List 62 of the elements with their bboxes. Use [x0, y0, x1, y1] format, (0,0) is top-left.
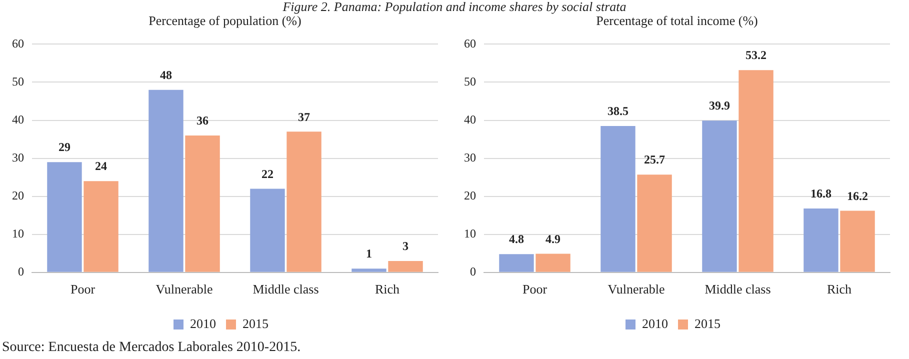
bar: [84, 181, 118, 272]
y-tick-label: 10: [464, 226, 476, 241]
bar: [738, 70, 774, 272]
y-tick-label: 40: [12, 112, 24, 126]
chart-title: Figure 2. Panama: Population and income shares by social strata: [282, 0, 628, 14]
data-label: 1: [366, 246, 372, 261]
data-label: 48: [160, 68, 172, 82]
bar: [352, 268, 386, 272]
x-tick-label: Middle class: [704, 282, 771, 297]
bar: [637, 174, 672, 272]
bar: [804, 208, 838, 272]
y-tick-label: 40: [464, 112, 476, 126]
y-tick-label: 50: [12, 74, 24, 88]
y-tick-label: 0: [18, 264, 24, 279]
bar: [536, 254, 570, 272]
y-tick-label: 60: [464, 36, 476, 50]
data-label: 39.9: [708, 98, 730, 113]
data-label: 38.5: [607, 104, 628, 118]
x-tick-label: Rich: [826, 282, 852, 297]
bar: [47, 162, 82, 272]
y-tick-label: 30: [12, 150, 24, 164]
legend-label: 2015: [242, 316, 268, 331]
bar: [499, 254, 534, 272]
data-label: 36: [196, 114, 209, 128]
y-tick-label: 50: [464, 74, 476, 88]
x-tick-label: Vulnerable: [156, 282, 213, 297]
bar: [702, 120, 737, 272]
bar: [388, 260, 423, 272]
source-note: Source: Encuesta de Mercados Laborales 2010-2015.: [2, 340, 301, 356]
y-tick-label: 30: [464, 150, 476, 164]
data-label: 16.8: [810, 186, 832, 201]
x-tick-label: Poor: [70, 282, 96, 297]
chart-subtitle: Percentage of total income (%): [595, 13, 759, 29]
data-label: 24: [95, 159, 108, 174]
legend-label: 2010: [190, 316, 216, 331]
y-tick-label: 10: [12, 226, 24, 241]
x-tick-label: Poor: [522, 282, 548, 297]
bar: [600, 126, 636, 272]
data-label: 3: [402, 239, 409, 254]
data-label: 4.9: [546, 232, 561, 246]
y-tick-label: 20: [12, 188, 24, 202]
x-tick-label: Vulnerable: [608, 282, 665, 297]
y-tick-label: 0: [470, 264, 476, 279]
data-label: 4.8: [508, 232, 524, 246]
bar: [840, 210, 875, 272]
bar: [286, 132, 322, 272]
bar: [250, 188, 285, 272]
bar: [185, 135, 220, 272]
data-label: 22: [261, 166, 274, 181]
legend-label: 2010: [642, 316, 668, 331]
data-label: 25.7: [644, 152, 666, 167]
x-tick-label: Rich: [374, 282, 400, 297]
legend-label: 2015: [694, 316, 720, 331]
chart-subtitle: Percentage of population (%): [148, 13, 302, 29]
y-tick-label: 20: [464, 188, 476, 202]
data-label: 37: [298, 110, 310, 124]
data-label: 16.2: [847, 188, 868, 203]
bar: [148, 90, 184, 272]
data-label: 29: [58, 140, 70, 154]
data-label: 53.2: [746, 48, 767, 62]
x-tick-label: Middle class: [252, 282, 319, 297]
y-tick-label: 60: [12, 36, 24, 50]
